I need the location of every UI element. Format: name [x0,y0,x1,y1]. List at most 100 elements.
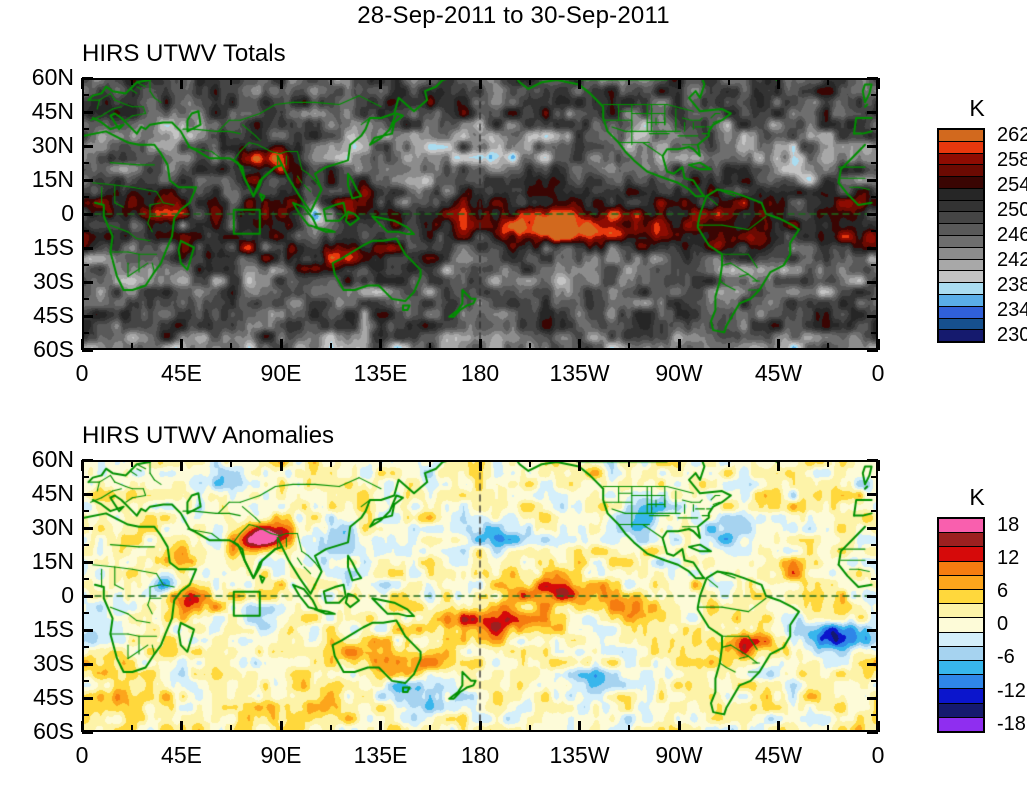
lat-axis-label: 30N [31,132,74,158]
lat-minor-tick [82,128,89,130]
lon-axis-label: 90E [260,360,302,386]
lon-tick [180,339,183,350]
colorbar-unit-anomalies: K [969,484,985,510]
lon-minor-tick [130,343,133,350]
colorbar-tick-label: 6 [997,580,1009,603]
lon-minor-tick [827,725,830,732]
map-plot-anomalies[interactable] [82,460,878,732]
lon-minor-tick [329,460,332,467]
lon-minor-tick [528,78,531,85]
lon-minor-tick [130,78,133,85]
colorbar-band [939,141,983,154]
lat-minor-tick [82,332,89,334]
colorbar-band [939,306,983,319]
colorbar-tick-label: 230 [997,324,1027,347]
lon-axis-label: 90E [260,742,302,768]
lat-tick [82,526,93,530]
colorbar-tick-label: 242 [997,248,1027,271]
colorbar-band [939,533,983,548]
lon-minor-tick [429,725,432,732]
lat-minor-tick [82,714,89,716]
lon-axis-label: 135E [353,360,408,386]
colorbar-tick-label: 262 [997,123,1027,146]
lat-tick [867,314,878,318]
lat-tick [867,492,878,496]
lon-minor-tick [727,725,730,732]
colorbar-band [939,318,983,331]
lon-minor-tick [429,78,432,85]
lon-tick [876,78,880,89]
lon-tick [279,721,283,732]
lat-tick [82,178,93,182]
lon-minor-tick [727,78,730,85]
lon-axis-label: 45E [161,360,202,386]
lat-minor-tick [82,578,89,580]
lon-axis-label: 135E [353,742,408,768]
lon-minor-tick [130,460,133,467]
lat-minor-tick [82,230,89,232]
lat-minor-tick [871,476,878,478]
lon-tick [80,460,84,471]
lon-tick [379,721,382,732]
colorbar-band [939,224,983,237]
colorbar-tick-label: 258 [997,148,1027,171]
colorbar-totals[interactable] [937,128,985,343]
colorbar-band [939,590,983,605]
colorbar-anomalies[interactable] [937,517,985,733]
lat-axis-label: 15N [31,166,74,192]
lat-minor-tick [871,544,878,546]
colorbar-band [939,330,983,342]
colorbar-band [939,703,983,718]
map-canvas-anomalies [84,462,876,730]
lon-tick [379,460,382,471]
lon-axis-label: 90W [655,742,703,768]
lon-axis-label: 135W [549,742,610,768]
colorbar-band [939,153,983,166]
lon-axis-label: 0 [75,360,89,386]
lat-tick [82,730,93,734]
map-plot-totals[interactable] [82,78,878,350]
lat-minor-tick [871,612,878,614]
lat-minor-tick [871,646,878,648]
lat-minor-tick [82,264,89,266]
colorbar-band [939,200,983,213]
lat-tick [867,696,878,700]
lon-axis-label: 135W [549,360,610,386]
colorbar-band [939,575,983,591]
lon-tick [578,339,581,350]
lon-tick [478,721,482,732]
lat-tick [867,212,878,216]
lat-axis-label: 30N [31,514,74,540]
lat-tick [867,348,878,352]
colorbar-band [939,689,983,704]
lon-tick [578,721,581,732]
panel-title-totals: HIRS UTWV Totals [82,40,286,67]
lat-minor-tick [871,578,878,580]
lat-axis-label: 45N [31,480,74,506]
colorbar-tick-label: -18 [997,712,1026,735]
lon-tick [478,339,482,350]
lat-tick [82,144,93,148]
colorbar-tick-label: -12 [997,679,1026,702]
lon-minor-tick [230,725,233,732]
colorbar-tick-label: 18 [997,513,1020,536]
colorbar-tick-label: 0 [997,613,1009,636]
lon-tick [379,339,382,350]
lat-tick [867,526,878,530]
lat-tick [867,110,878,114]
lon-minor-tick [230,460,233,467]
lat-tick [867,594,878,598]
lat-axis-label: 60N [31,446,74,472]
lat-tick [82,560,93,564]
colorbar-band [939,130,983,142]
lon-tick [279,339,283,350]
lon-minor-tick [429,343,432,350]
colorbar-tick-label: 238 [997,274,1027,297]
colorbar-band [939,561,983,576]
lat-minor-tick [82,94,89,96]
lat-axis-label: 0 [61,582,74,608]
colorbar-band [939,675,983,690]
colorbar-band [939,294,983,307]
lon-tick [180,460,183,471]
colorbar-band [939,717,983,732]
